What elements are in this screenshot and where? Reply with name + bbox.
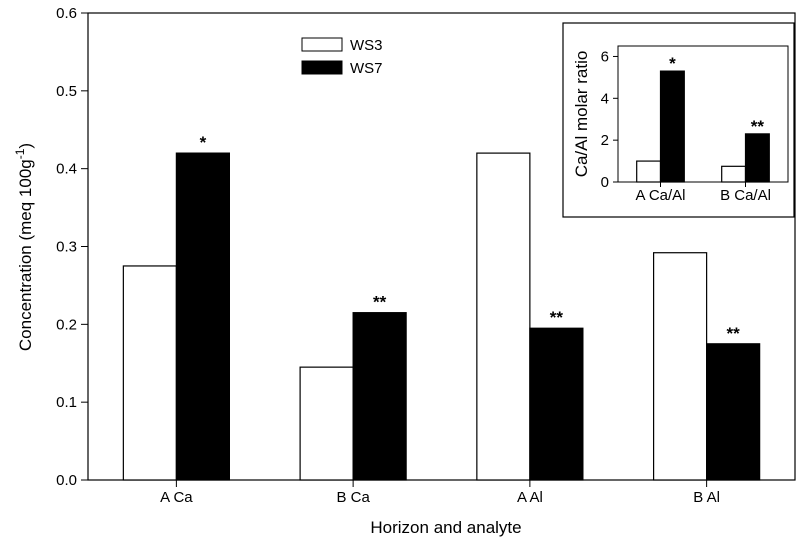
inset-bars: *** [636, 54, 770, 183]
main-y-tick-label: 0.3 [56, 239, 77, 256]
y-axis-label: Concentration (meq 100g-1) [13, 143, 35, 351]
main-bar-ws7-2 [529, 327, 584, 481]
main-category-label: A Ca [160, 489, 193, 506]
y-axis-label-close: ) [16, 143, 35, 149]
main-y-axis: 0.0 0.1 0.2 0.3 0.4 0.5 0.6 [56, 5, 88, 489]
inset-y-tick-label: 6 [601, 48, 609, 65]
main-bar-ws7-0 [175, 152, 231, 481]
main-bar-ws7-1 [352, 312, 407, 481]
x-axis-label: Horizon and analyte [370, 518, 521, 537]
inset-category-label: B Ca/Al [720, 187, 771, 204]
inset-bar-ws3-1 [721, 165, 747, 183]
main-bar-ws7-3 [706, 343, 761, 481]
main-category-label: B Al [693, 489, 720, 506]
main-y-tick-label: 0.2 [56, 316, 77, 333]
legend-label-ws3: WS3 [350, 37, 383, 54]
main-bar-ws3-0 [122, 265, 177, 481]
main-category-label: B Ca [336, 489, 370, 506]
main-significance-label: ** [550, 308, 564, 327]
inset-bar-ws7-0 [659, 70, 685, 183]
legend-label-ws7: WS7 [350, 60, 383, 77]
inset-significance-label: ** [751, 117, 765, 136]
main-bar-ws3-2 [476, 152, 531, 481]
inset-y-tick-label: 0 [601, 174, 609, 191]
inset-y-tick-label: 2 [601, 132, 609, 149]
main-y-tick-label: 0.0 [56, 472, 77, 489]
main-x-axis: A Ca B Ca A Al B Al [160, 480, 720, 506]
legend-swatch-ws3 [301, 37, 343, 52]
main-bar-ws3-3 [652, 252, 708, 481]
inset-y-tick-label: 4 [601, 90, 609, 107]
inset-bar-ws3-0 [636, 160, 662, 183]
inset-bar-ws7-1 [744, 133, 770, 183]
main-y-tick-label: 0.6 [56, 5, 77, 22]
legend: WS3 WS7 [301, 37, 383, 77]
inset-significance-label: * [669, 54, 676, 73]
inset-x-axis: A Ca/Al B Ca/Al [635, 182, 771, 204]
main-y-tick-label: 0.1 [56, 394, 77, 411]
main-significance-label: ** [727, 324, 741, 343]
y-axis-label-superscript: -1 [13, 148, 27, 159]
main-y-tick-label: 0.4 [56, 161, 77, 178]
main-significance-label: ** [373, 293, 387, 312]
inset-y-axis-label: Ca/Al molar ratio [572, 51, 591, 178]
inset-plot-frame [617, 45, 789, 183]
main-bar-ws3-1 [299, 366, 354, 481]
main-category-label: A Al [517, 489, 543, 506]
legend-swatch-ws7 [301, 60, 343, 75]
inset-category-label: A Ca/Al [635, 187, 685, 204]
main-significance-label: * [200, 133, 207, 152]
main-y-tick-label: 0.5 [56, 83, 77, 100]
main-bars: ******* [122, 133, 761, 481]
inset-y-axis: 0 2 4 6 [601, 48, 618, 191]
